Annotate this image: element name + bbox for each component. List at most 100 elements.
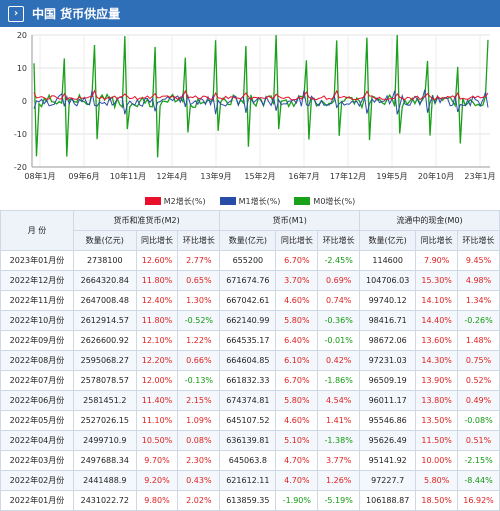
table-cell: -0.08% (457, 410, 500, 431)
table-cell: 10.50% (135, 430, 179, 451)
table-cell: 5.80% (275, 310, 319, 331)
row-month-cell: 2022年01月份 (0, 490, 74, 511)
x-tick-label: 19年5月 (376, 171, 407, 181)
growth-line-chart: -20 -10 0 10 20 08年1月 09年6月 10年11月 12年4月 13年9月 15年… (14, 31, 496, 181)
table-cell: 99740.12 (359, 290, 417, 311)
table-cell: 18.50% (415, 490, 459, 511)
table-row: 2022年11月份 2647008.48 12.40% 1.30% 667042.61 4… (0, 290, 500, 311)
row-month-cell: 2022年04月份 (0, 430, 74, 451)
table-cell: 5.10% (275, 430, 319, 451)
x-tick-label: 23年1月 (464, 171, 495, 181)
table-cell: 2.30% (177, 450, 221, 471)
table-row: 2022年07月份 2578078.57 12.00% -0.13% 661832.33… (0, 370, 500, 391)
table-cell: 2431022.72 (73, 490, 137, 511)
table-row: 2022年06月份 2581451.2 11.40% 2.15% 674374.81 5.… (0, 390, 500, 411)
table-cell: 2527026.15 (73, 410, 137, 431)
table-cell: 613859.35 (219, 490, 277, 511)
table-cell: 10.00% (415, 450, 459, 471)
group-header-m1: 货币(M1) (219, 210, 361, 231)
table-cell: 4.54% (317, 390, 361, 411)
table-cell: 2664320.84 (73, 270, 137, 291)
panel-title: 中国 货币供应量 (32, 7, 121, 21)
chevron-right-icon[interactable]: › (8, 5, 24, 22)
table-cell: 9.70% (135, 450, 179, 471)
table-cell: 2578078.57 (73, 370, 137, 391)
table-cell: 1.41% (317, 410, 361, 431)
table-cell: 674374.81 (219, 390, 277, 411)
table-row: 2023年01月份 2738100 12.60% 2.77% 655200 6.70% -2… (0, 250, 500, 271)
chart-area: -20 -10 0 10 20 08年1月 09年6月 10年11月 12年4月 13年9月 15年… (0, 27, 500, 192)
legend-m0-label: M0增长(%) (313, 196, 356, 206)
table-cell: 1.34% (457, 290, 500, 311)
col-header: 同比增长 (415, 230, 459, 251)
table-cell: 645063.8 (219, 450, 277, 471)
table-cell: 4.70% (275, 450, 319, 471)
col-header: 环比增长 (177, 230, 221, 251)
table-cell: -0.13% (177, 370, 221, 391)
table-cell: 7.90% (415, 250, 459, 271)
y-tick-label: 10 (17, 64, 27, 73)
table-cell: 667042.61 (219, 290, 277, 311)
table-cell: 0.52% (457, 370, 500, 391)
group-header-m0: 流通中的现金(M0) (359, 210, 500, 231)
table-cell: -1.90% (275, 490, 319, 511)
x-tick-label: 09年6月 (68, 171, 99, 181)
table-cell: 1.26% (317, 470, 361, 491)
table-cell: 636139.81 (219, 430, 277, 451)
x-tick-label: 20年10月 (418, 171, 454, 181)
table-cell: 3.77% (317, 450, 361, 471)
table-cell: 0.74% (317, 290, 361, 311)
table-cell: 1.30% (177, 290, 221, 311)
table-cell: 0.51% (457, 430, 500, 451)
table-row: 2022年05月份 2527026.15 11.10% 1.09% 645107.52 4… (0, 410, 500, 431)
table-cell: 12.20% (135, 350, 179, 371)
y-tick-label: 20 (17, 31, 27, 40)
table-cell: 0.42% (317, 350, 361, 371)
table-cell: 12.40% (135, 290, 179, 311)
table-cell: 2.15% (177, 390, 221, 411)
table-cell: 9.20% (135, 470, 179, 491)
y-tick-label: -20 (14, 163, 27, 172)
money-supply-table: 月 份 货币和准货币(M2) 货币(M1) 流通中的现金(M0) 数量(亿元) … (0, 210, 500, 511)
table-row: 2022年09月份 2626600.92 12.10% 1.22% 664535.17 6… (0, 330, 500, 351)
series-m2-line (33, 89, 489, 101)
table-cell: 662140.99 (219, 310, 277, 331)
table-cell: 0.69% (317, 270, 361, 291)
table-cell: -2.45% (317, 250, 361, 271)
table-cell: 4.70% (275, 470, 319, 491)
col-header: 数量(亿元) (359, 230, 417, 251)
row-month-cell: 2022年09月份 (0, 330, 74, 351)
table-cell: 11.80% (135, 310, 179, 331)
table-cell: 106188.87 (359, 490, 417, 511)
row-month-cell: 2022年03月份 (0, 450, 74, 471)
table-cell: 645107.52 (219, 410, 277, 431)
table-cell: 0.65% (177, 270, 221, 291)
x-tick-label: 08年1月 (24, 171, 55, 181)
row-month-cell: 2022年10月份 (0, 310, 74, 331)
table-cell: 9.45% (457, 250, 500, 271)
table-body: 2023年01月份 2738100 12.60% 2.77% 655200 6.70% -2… (0, 250, 500, 511)
table-cell: 3.70% (275, 270, 319, 291)
table-cell: 2581451.2 (73, 390, 137, 411)
table-cell: 0.49% (457, 390, 500, 411)
table-cell: 9.80% (135, 490, 179, 511)
table-cell: 6.40% (275, 330, 319, 351)
table-cell: 2647008.48 (73, 290, 137, 311)
table-cell: 6.70% (275, 250, 319, 271)
table-cell: 96011.17 (359, 390, 417, 411)
row-month-cell: 2022年07月份 (0, 370, 74, 391)
table-cell: 671674.76 (219, 270, 277, 291)
table-cell: 95546.86 (359, 410, 417, 431)
table-cell: 2499710.9 (73, 430, 137, 451)
table-cell: -0.36% (317, 310, 361, 331)
x-tick-label: 16年7月 (288, 171, 319, 181)
legend-m0-swatch (294, 197, 311, 205)
table-cell: 0.43% (177, 470, 221, 491)
row-month-cell: 2022年11月份 (0, 290, 74, 311)
table-cell: 2497688.34 (73, 450, 137, 471)
x-tick-label: 13年9月 (200, 171, 231, 181)
table-cell: 95626.49 (359, 430, 417, 451)
series-m1-line (33, 89, 489, 115)
table-cell: 1.48% (457, 330, 500, 351)
table-cell: 1.22% (177, 330, 221, 351)
